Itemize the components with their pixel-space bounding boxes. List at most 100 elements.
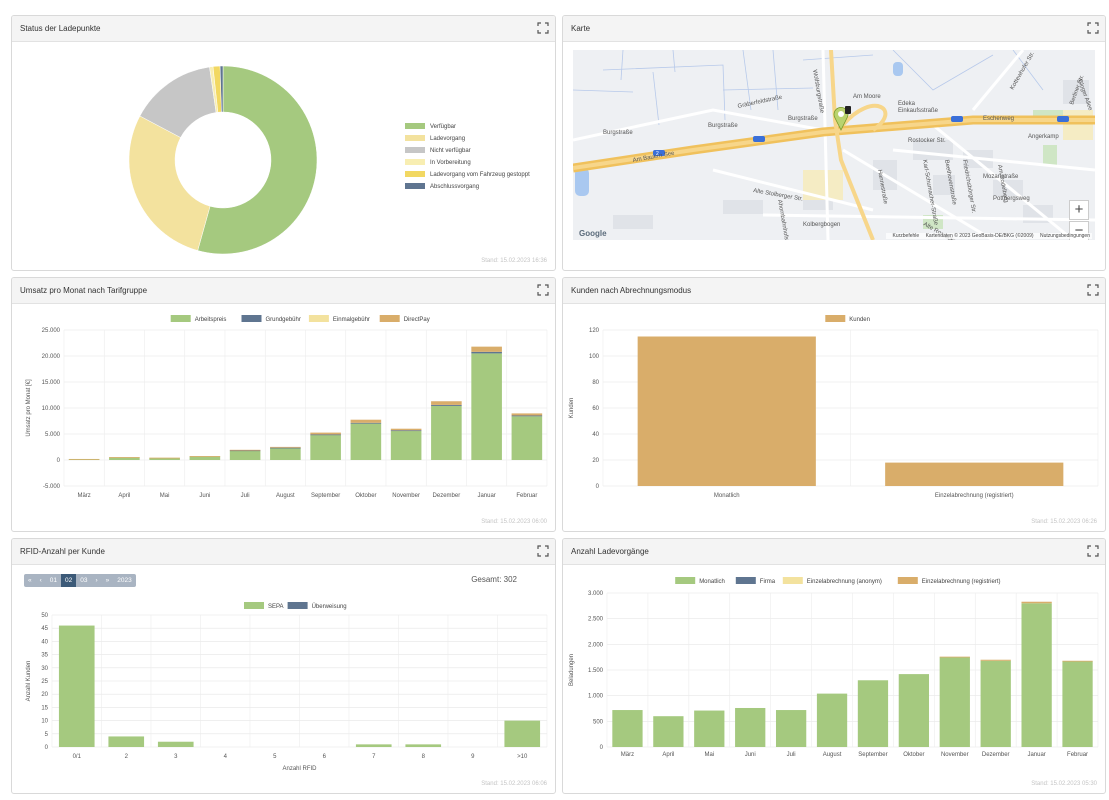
svg-text:Gräberfeldstraße: Gräberfeldstraße xyxy=(737,95,783,110)
panel-header: RFID-Anzahl per Kunde xyxy=(12,539,555,565)
bar xyxy=(310,434,341,436)
bar xyxy=(109,457,140,460)
bar xyxy=(229,449,261,451)
pager-month-01[interactable]: 01 xyxy=(49,577,58,584)
y-tick-label: 25 xyxy=(41,679,48,685)
legend-swatch xyxy=(897,577,918,584)
map-canvas[interactable]: Burgstraße Burgstraße Burgstraße Am Moor… xyxy=(573,50,1095,240)
pager-last-button[interactable]: » xyxy=(105,577,110,584)
y-tick-label: 2.500 xyxy=(588,617,604,623)
y-axis-label: Anzahl Kunden xyxy=(26,661,32,702)
legend-swatch xyxy=(308,315,329,322)
map-labels: Burgstraße Burgstraße Burgstraße Am Moor… xyxy=(603,51,1093,240)
svg-text:Edeka: Edeka xyxy=(898,101,916,107)
x-tick-label: Juni xyxy=(745,752,756,758)
svg-text:Pottbergsweg: Pottbergsweg xyxy=(993,196,1030,202)
y-tick-label: 1.000 xyxy=(588,694,604,700)
x-tick-label: 2 xyxy=(125,754,129,760)
bar xyxy=(980,660,1011,747)
svg-text:2: 2 xyxy=(656,151,659,157)
map-commercial-area xyxy=(1063,110,1093,140)
bar xyxy=(471,353,502,460)
pager-first-button[interactable]: « xyxy=(28,577,32,584)
y-tick-label: 20 xyxy=(41,692,48,698)
bar xyxy=(431,401,462,405)
y-tick-label: 1.500 xyxy=(588,668,604,674)
terms-link[interactable]: Nutzungsbedingungen xyxy=(1039,233,1090,239)
y-axis-label: Umsatz pro Monat [€] xyxy=(26,379,32,437)
y-tick-label: 5 xyxy=(45,732,49,738)
charging-station-marker[interactable] xyxy=(833,106,851,131)
legend-swatch xyxy=(405,159,425,165)
map-view[interactable]: Burgstraße Burgstraße Burgstraße Am Moor… xyxy=(573,50,1095,240)
y-tick-label: 0 xyxy=(57,458,61,464)
bar xyxy=(108,736,145,747)
bar xyxy=(939,657,970,747)
timestamp: Stand: 15.02.2023 05:30 xyxy=(1031,781,1097,787)
map-water xyxy=(893,62,903,76)
x-tick-label: Oktober xyxy=(903,752,924,758)
x-tick-label: Juli xyxy=(787,752,796,758)
bar xyxy=(310,432,341,435)
x-tick-label: Dezember xyxy=(982,752,1010,758)
y-tick-label: 35 xyxy=(41,653,48,659)
panel-title: Status der Ladepunkte xyxy=(20,24,101,33)
y-tick-label: 60 xyxy=(592,406,599,412)
keyboard-shortcuts-link[interactable]: Kurzbefehle xyxy=(892,233,920,239)
pager-year[interactable]: 2023 xyxy=(117,577,132,584)
ladevorgaenge-bar-chart: Monatlich Firma Einzelabrechnung (anonym) E… xyxy=(569,577,1099,758)
legend-label: Einmalgebühr xyxy=(333,317,370,323)
bar xyxy=(1062,661,1093,747)
x-tick-label: Februar xyxy=(1067,752,1088,758)
zoom-in-button[interactable]: + xyxy=(1069,200,1089,220)
legend-label: Kunden xyxy=(849,317,870,323)
expand-icon[interactable] xyxy=(537,284,549,296)
legend-label: DirectPay xyxy=(404,317,430,323)
pager-month-02[interactable]: 02 xyxy=(61,574,77,587)
expand-icon[interactable] xyxy=(1087,545,1099,557)
bar xyxy=(149,457,180,459)
bar xyxy=(511,416,543,460)
panel-header: Status der Ladepunkte xyxy=(12,16,555,42)
panel-title: Kunden nach Abrechnungsmodus xyxy=(571,286,692,295)
legend-swatch xyxy=(170,315,191,322)
x-tick-label: September xyxy=(858,752,887,758)
svg-text:Burgstraße: Burgstraße xyxy=(788,116,818,122)
y-tick-label: 20.000 xyxy=(42,354,61,360)
x-tick-label: >10 xyxy=(517,754,528,760)
bar xyxy=(939,656,970,658)
map-parcel-lines xyxy=(573,50,1044,126)
map-roads xyxy=(573,50,1095,240)
svg-text:Kolbergbogen: Kolbergbogen xyxy=(803,222,840,228)
x-tick-label: November xyxy=(392,493,420,499)
x-tick-label: 8 xyxy=(422,754,426,760)
x-tick-label: November xyxy=(941,752,969,758)
bar xyxy=(511,413,543,416)
y-tick-label: 2.000 xyxy=(588,642,604,648)
pager-prev-button[interactable]: ‹ xyxy=(39,577,42,584)
y-tick-label: 15.000 xyxy=(42,380,61,386)
panel-title: RFID-Anzahl per Kunde xyxy=(20,547,105,556)
panel-ladevorgaenge: Anzahl Ladevorgänge Monatlich Firma Einzel… xyxy=(562,538,1106,794)
legend-swatch xyxy=(405,135,425,141)
bar xyxy=(816,693,848,747)
svg-text:Burgstraße: Burgstraße xyxy=(603,130,633,136)
legend-label: Grundgebühr xyxy=(266,317,301,323)
pager-next-button[interactable]: › xyxy=(95,577,98,584)
expand-icon[interactable] xyxy=(537,545,549,557)
x-tick-label: 3 xyxy=(174,754,178,760)
x-tick-label: September xyxy=(311,493,340,499)
bar xyxy=(471,351,502,354)
pager-month-03[interactable]: 03 xyxy=(80,577,88,584)
x-tick-label: Einzelabrechnung (registriert) xyxy=(935,493,1014,499)
expand-icon[interactable] xyxy=(1087,284,1099,296)
timestamp: Stand: 15.02.2023 06:06 xyxy=(481,781,547,787)
expand-icon[interactable] xyxy=(1087,22,1099,34)
y-tick-label: 50 xyxy=(41,613,48,619)
expand-icon[interactable] xyxy=(537,22,549,34)
legend-swatch xyxy=(244,602,264,609)
panel-title: Anzahl Ladevorgänge xyxy=(571,547,649,556)
legend-swatch xyxy=(287,602,308,609)
y-tick-label: 10.000 xyxy=(42,406,61,412)
